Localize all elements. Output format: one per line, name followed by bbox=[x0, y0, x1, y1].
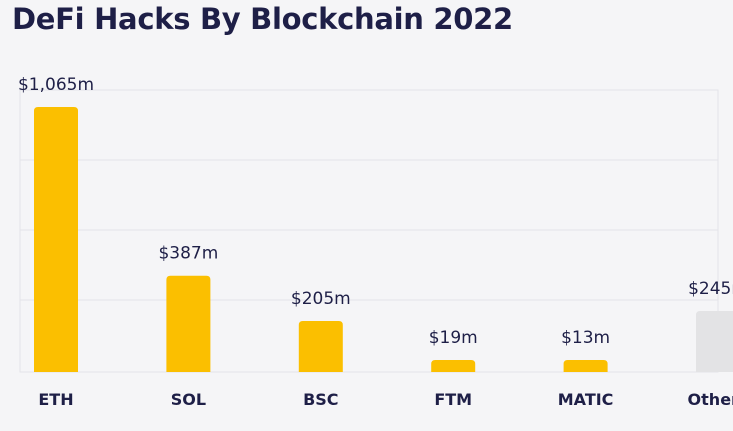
category-label-others: Others bbox=[688, 390, 733, 409]
bar-matic bbox=[563, 360, 608, 372]
value-label-bsc: $205m bbox=[291, 289, 351, 309]
bar-sol bbox=[166, 275, 211, 372]
category-label-sol: SOL bbox=[171, 390, 206, 409]
category-label-bsc: BSC bbox=[303, 390, 338, 409]
category-label-matic: MATIC bbox=[558, 390, 614, 409]
bar-others bbox=[696, 311, 733, 372]
category-label-eth: ETH bbox=[38, 390, 73, 409]
value-label-sol: $387m bbox=[158, 244, 218, 264]
chart-title: DeFi Hacks By Blockchain 2022 bbox=[12, 2, 513, 36]
value-label-matic: $13m bbox=[561, 328, 610, 348]
value-label-others: $245m bbox=[688, 279, 733, 299]
bar-bsc bbox=[298, 320, 343, 372]
plot-frame bbox=[19, 89, 719, 373]
value-label-eth: $1,065m bbox=[18, 75, 94, 95]
category-label-ftm: FTM bbox=[434, 390, 472, 409]
bar-ftm bbox=[431, 360, 476, 372]
bar-eth bbox=[34, 107, 78, 372]
value-label-ftm: $19m bbox=[429, 328, 478, 348]
